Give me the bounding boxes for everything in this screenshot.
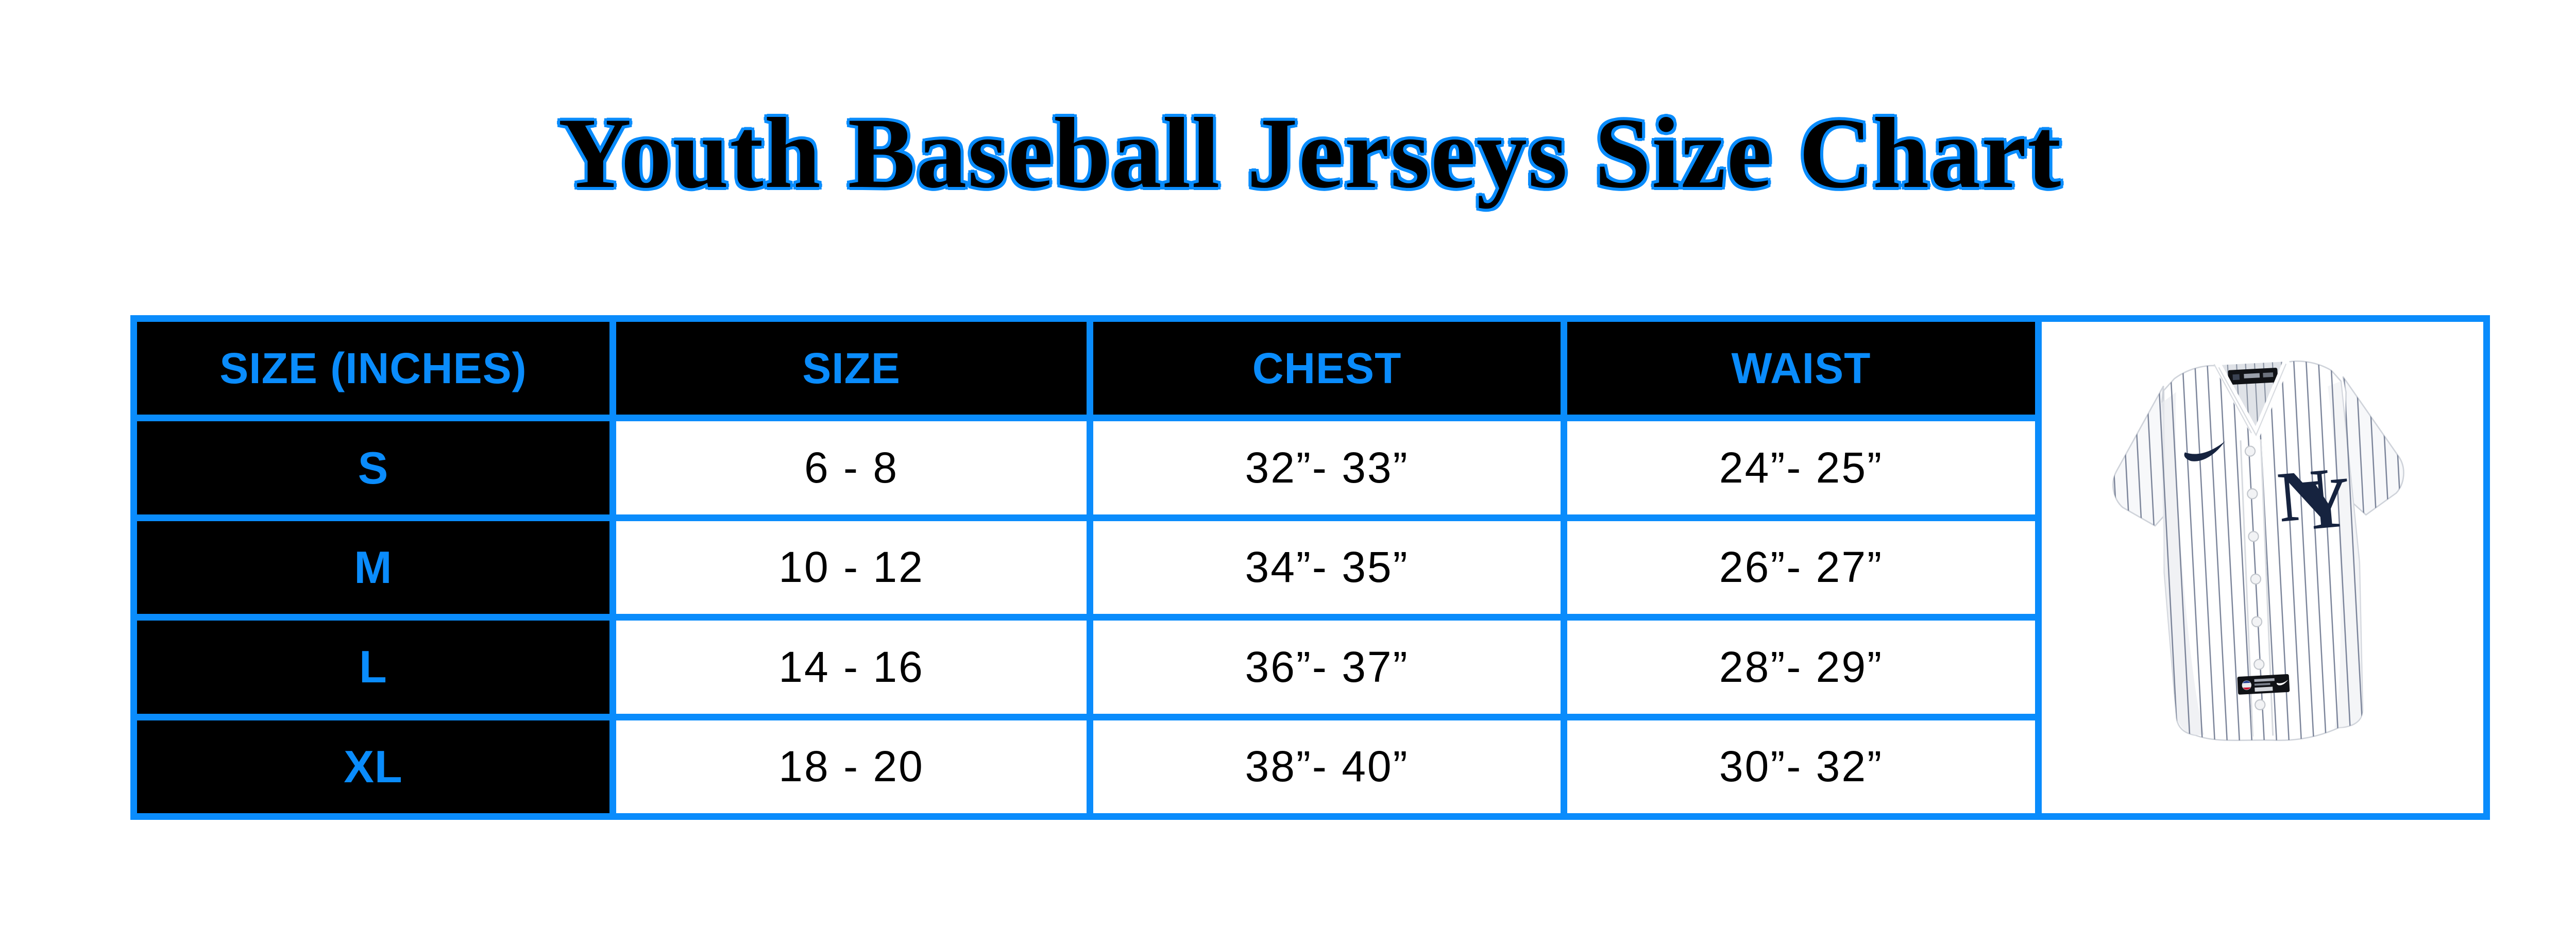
page-title: Youth Baseball Jerseys Size Chart xyxy=(558,97,2062,209)
nike-swoosh-small-icon xyxy=(2277,679,2289,685)
yankees-jersey-image: N Y xyxy=(2107,357,2407,747)
header-chest: CHEST xyxy=(1093,322,1561,415)
row-m-waist: 26”- 27” xyxy=(1567,521,2036,614)
row-xl-waist: 30”- 32” xyxy=(1567,720,2036,813)
row-s-chest: 32”- 33” xyxy=(1093,421,1561,514)
header-size: SIZE xyxy=(616,322,1087,415)
svg-text:N: N xyxy=(2275,454,2334,537)
row-l-waist: 28”- 29” xyxy=(1567,621,2036,714)
jock-tag xyxy=(2237,674,2290,695)
row-s-waist: 24”- 25” xyxy=(1567,421,2036,514)
row-l-label: L xyxy=(137,621,609,714)
row-l-size: 14 - 16 xyxy=(616,621,1087,714)
row-m-label: M xyxy=(137,521,609,614)
row-l-chest: 36”- 37” xyxy=(1093,621,1561,714)
buttons xyxy=(2245,445,2266,711)
header-size-inches: SIZE (INCHES) xyxy=(137,322,609,415)
row-m-chest: 34”- 35” xyxy=(1093,521,1561,614)
svg-text:Y: Y xyxy=(2295,462,2354,546)
row-m-size: 10 - 12 xyxy=(616,521,1087,614)
jersey-image-panel: N Y xyxy=(2042,322,2483,813)
row-xl-size: 18 - 20 xyxy=(616,720,1087,813)
header-waist: WAIST xyxy=(1567,322,2036,415)
row-s-size: 6 - 8 xyxy=(616,421,1087,514)
nike-swoosh-icon xyxy=(2184,441,2225,461)
row-xl-chest: 38”- 40” xyxy=(1093,720,1561,813)
row-xl-label: XL xyxy=(137,720,609,813)
ny-yankees-logo-icon: N Y xyxy=(2275,454,2354,546)
row-s-label: S xyxy=(137,421,609,514)
size-chart-table: SIZE (INCHES) SIZE CHEST WAIST xyxy=(130,315,2490,820)
